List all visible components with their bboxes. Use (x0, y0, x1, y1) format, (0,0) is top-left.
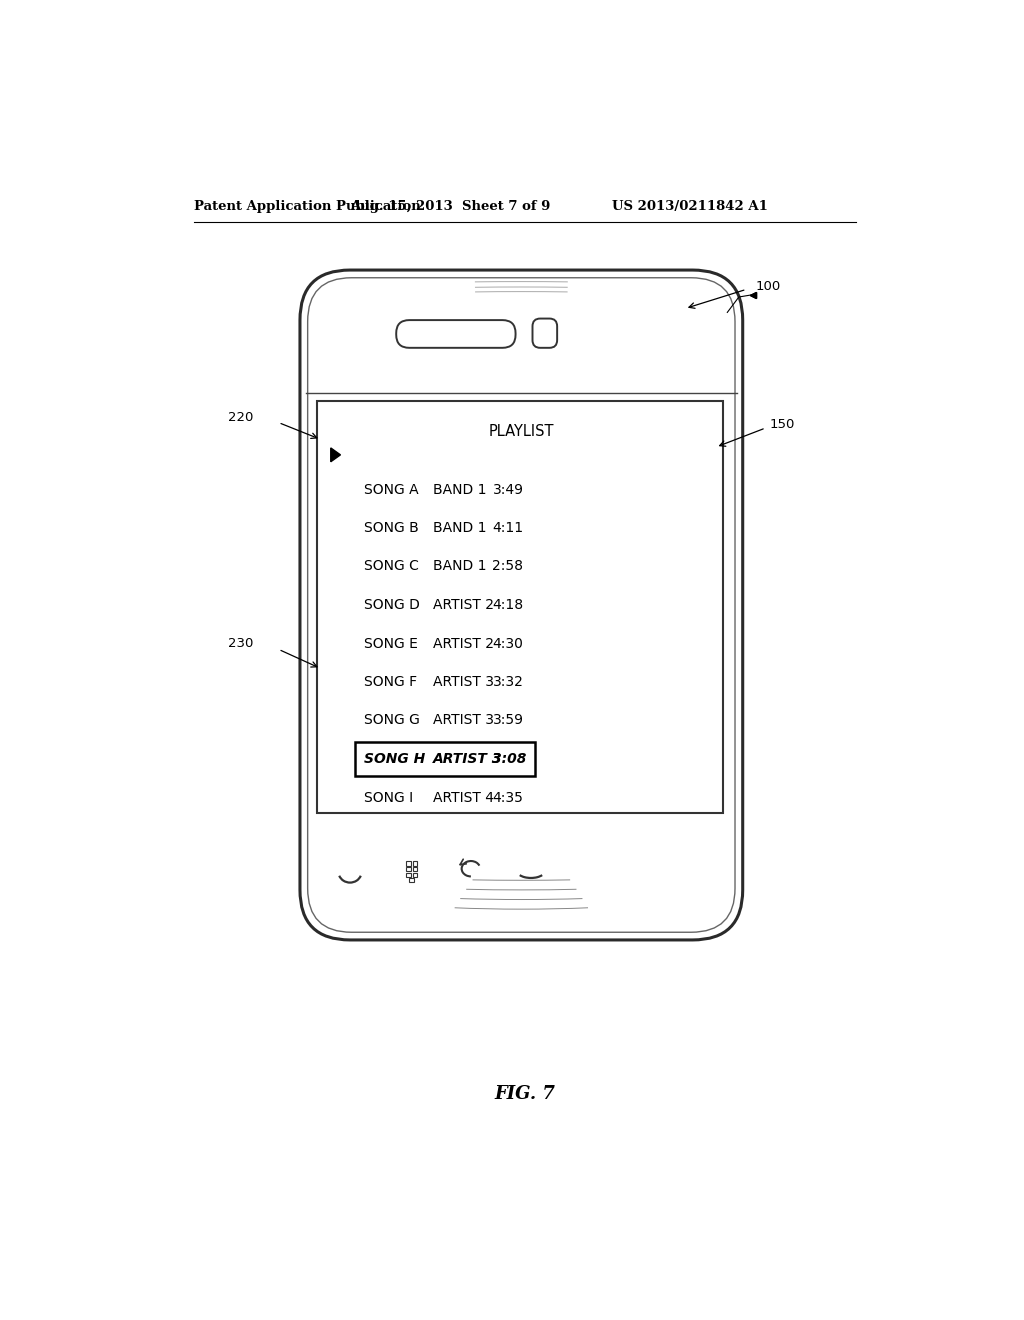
Bar (413, 873, 417, 876)
Text: US 2013/0211842 A1: US 2013/0211842 A1 (611, 199, 768, 213)
Text: 4:18: 4:18 (493, 598, 523, 612)
FancyBboxPatch shape (300, 271, 742, 940)
Text: SONG I: SONG I (364, 791, 413, 804)
Bar (407, 867, 411, 871)
Text: 2:58: 2:58 (493, 560, 523, 573)
Bar (316, 401, 724, 813)
Text: ARTIST 2: ARTIST 2 (433, 636, 495, 651)
Bar (410, 878, 414, 882)
Bar (407, 862, 411, 866)
FancyBboxPatch shape (396, 321, 515, 348)
Bar (407, 873, 411, 876)
Text: 3:49: 3:49 (493, 483, 523, 496)
Text: ARTIST 4: ARTIST 4 (433, 791, 495, 804)
Text: 4:11: 4:11 (493, 521, 523, 535)
Polygon shape (331, 447, 340, 462)
FancyBboxPatch shape (532, 318, 557, 348)
Text: ARTIST 3: ARTIST 3 (433, 752, 503, 766)
Bar (354, 742, 535, 776)
Text: BAND 1: BAND 1 (433, 560, 486, 573)
Text: BAND 1: BAND 1 (433, 521, 486, 535)
Text: ARTIST 2: ARTIST 2 (433, 598, 495, 612)
Text: PLAYLIST: PLAYLIST (488, 424, 554, 440)
Text: SONG G: SONG G (364, 714, 420, 727)
Text: FIG. 7: FIG. 7 (495, 1085, 555, 1104)
Text: SONG E: SONG E (364, 636, 418, 651)
Text: 4:30: 4:30 (493, 636, 523, 651)
Text: 100: 100 (756, 280, 781, 293)
Text: SONG F: SONG F (364, 675, 417, 689)
Text: 220: 220 (228, 412, 254, 425)
Text: BAND 1: BAND 1 (433, 483, 486, 496)
Text: SONG B: SONG B (364, 521, 419, 535)
Text: SONG A: SONG A (364, 483, 419, 496)
Text: SONG C: SONG C (364, 560, 419, 573)
Text: Patent Application Publication: Patent Application Publication (194, 199, 421, 213)
Text: 4:35: 4:35 (493, 791, 523, 804)
Text: Aug. 15, 2013  Sheet 7 of 9: Aug. 15, 2013 Sheet 7 of 9 (350, 199, 550, 213)
Text: 3:59: 3:59 (493, 714, 523, 727)
Bar (413, 867, 417, 871)
Bar (413, 862, 417, 866)
Text: 3:32: 3:32 (493, 675, 523, 689)
Text: 230: 230 (228, 638, 254, 651)
Text: ARTIST 3: ARTIST 3 (433, 675, 495, 689)
Text: SONG D: SONG D (364, 598, 420, 612)
Text: 150: 150 (770, 417, 795, 430)
Text: ARTIST 3: ARTIST 3 (433, 714, 495, 727)
Text: 3:08: 3:08 (493, 752, 526, 766)
Text: SONG H: SONG H (364, 752, 425, 766)
